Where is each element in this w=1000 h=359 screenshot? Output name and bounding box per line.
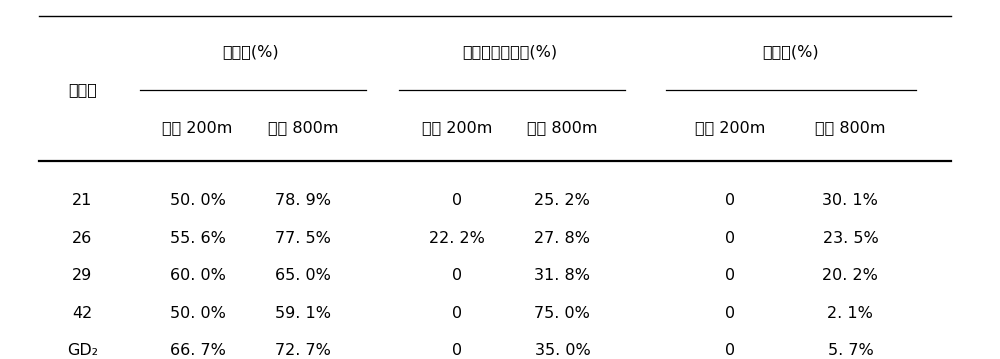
Text: 结实率(%): 结实率(%)	[763, 45, 819, 60]
Text: 65. 0%: 65. 0%	[275, 269, 331, 284]
Text: 77. 5%: 77. 5%	[275, 230, 331, 246]
Text: 59. 1%: 59. 1%	[275, 307, 331, 321]
Text: 海拘 200m: 海拘 200m	[695, 120, 766, 135]
Text: 23. 5%: 23. 5%	[823, 230, 878, 246]
Text: 0: 0	[725, 193, 735, 208]
Text: 30. 1%: 30. 1%	[822, 193, 878, 208]
Text: GD₂: GD₂	[67, 342, 98, 358]
Text: 31. 8%: 31. 8%	[534, 269, 590, 284]
Text: 0: 0	[452, 193, 462, 208]
Text: 有花蓾植株比例(%): 有花蓾植株比例(%)	[462, 45, 557, 60]
Text: 2. 1%: 2. 1%	[827, 307, 873, 321]
Text: 55. 6%: 55. 6%	[170, 230, 226, 246]
Text: 保存率(%): 保存率(%)	[222, 45, 279, 60]
Text: 20. 2%: 20. 2%	[822, 269, 878, 284]
Text: 29: 29	[72, 269, 93, 284]
Text: 海拘 200m: 海拘 200m	[422, 120, 492, 135]
Text: 海拘 800m: 海拘 800m	[527, 120, 598, 135]
Text: 0: 0	[725, 230, 735, 246]
Text: 60. 0%: 60. 0%	[170, 269, 226, 284]
Text: 75. 0%: 75. 0%	[534, 307, 590, 321]
Text: 0: 0	[452, 307, 462, 321]
Text: 72. 7%: 72. 7%	[275, 342, 331, 358]
Text: 78. 9%: 78. 9%	[275, 193, 331, 208]
Text: 海拘 800m: 海拘 800m	[268, 120, 338, 135]
Text: 35. 0%: 35. 0%	[535, 342, 590, 358]
Text: 5. 7%: 5. 7%	[828, 342, 873, 358]
Text: 26: 26	[72, 230, 93, 246]
Text: 27. 8%: 27. 8%	[534, 230, 590, 246]
Text: 0: 0	[452, 269, 462, 284]
Text: 0: 0	[725, 342, 735, 358]
Text: 25. 2%: 25. 2%	[534, 193, 590, 208]
Text: 0: 0	[725, 307, 735, 321]
Text: 海拘 800m: 海拘 800m	[815, 120, 886, 135]
Text: 21: 21	[72, 193, 93, 208]
Text: 0: 0	[725, 269, 735, 284]
Text: 42: 42	[72, 307, 93, 321]
Text: 海拘 200m: 海拘 200m	[162, 120, 233, 135]
Text: 50. 0%: 50. 0%	[170, 307, 226, 321]
Text: 50. 0%: 50. 0%	[170, 193, 226, 208]
Text: 22. 2%: 22. 2%	[429, 230, 485, 246]
Text: 0: 0	[452, 342, 462, 358]
Text: 无性系: 无性系	[68, 83, 97, 97]
Text: 66. 7%: 66. 7%	[170, 342, 226, 358]
